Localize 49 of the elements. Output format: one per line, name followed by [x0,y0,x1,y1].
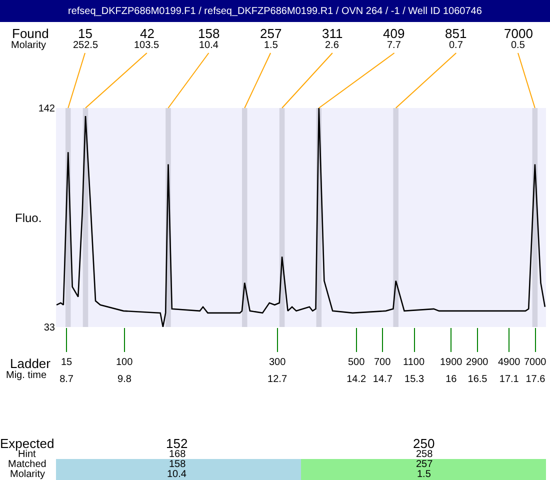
y-axis-title: Fluo. [15,211,42,225]
text: 100 [116,357,134,368]
text: 152 [166,436,188,451]
text: 168 [169,449,186,460]
annotation: 257 1.5 [260,26,282,51]
annotation: 851 0.7 [445,26,467,51]
x-tick-label: 16.5 [468,374,488,385]
text: Found [12,26,49,41]
text: 700 [374,357,392,368]
x-tick-label: 16 [446,374,458,385]
chart-title: refseq_DKFZP686M0199.F1 / refseq_DKFZP686M0199.R1 / OVN 264 / -1 / Well ID 1060746 [68,6,482,17]
text: 1900 [440,357,463,368]
text: 4900 [498,357,521,368]
text: 15 [61,357,73,368]
text: 500 [348,357,366,368]
y-tick-label: 33 [44,322,56,334]
text: Molarity [10,469,46,480]
text: 1.5 [417,469,432,480]
text: 258 [416,449,434,460]
annotation: 7000 0.5 [504,26,533,51]
line-series [56,108,546,327]
text: 257 [416,459,434,470]
annotation: 158 10.4 [198,26,220,51]
x-tick-label: 17.1 [499,374,520,385]
text: Hint [18,449,36,460]
annotation: 409 7.7 [383,26,405,51]
text: Expected [0,436,54,451]
text: Molarity [11,40,46,51]
text: Mig. time [6,370,47,381]
annotation: 15 252.5 [73,26,98,51]
x-tick-label: 14.2 [346,374,366,385]
text: Matched [8,459,46,470]
text: 10.4 [167,469,187,480]
text: Ladder [10,356,52,371]
text: 250 [413,436,435,451]
text: 1100 [403,357,425,368]
x-tick-label: 14.7 [372,374,393,385]
x-tick-label: 8.7 [60,374,74,385]
x-tick-label: 9.8 [118,374,132,385]
annotation: 42 103.5 [134,26,160,51]
text: 300 [269,357,286,368]
y-tick-label: 142 [38,104,56,114]
text: 158 [169,459,186,470]
x-tick-label: 15.3 [404,374,424,385]
text: 7000 [524,357,547,368]
x-tick-label: 17.6 [526,374,546,385]
x-tick-label: 12.7 [268,374,288,385]
annotation: 311 2.6 [322,26,343,51]
text: 2900 [466,357,489,368]
